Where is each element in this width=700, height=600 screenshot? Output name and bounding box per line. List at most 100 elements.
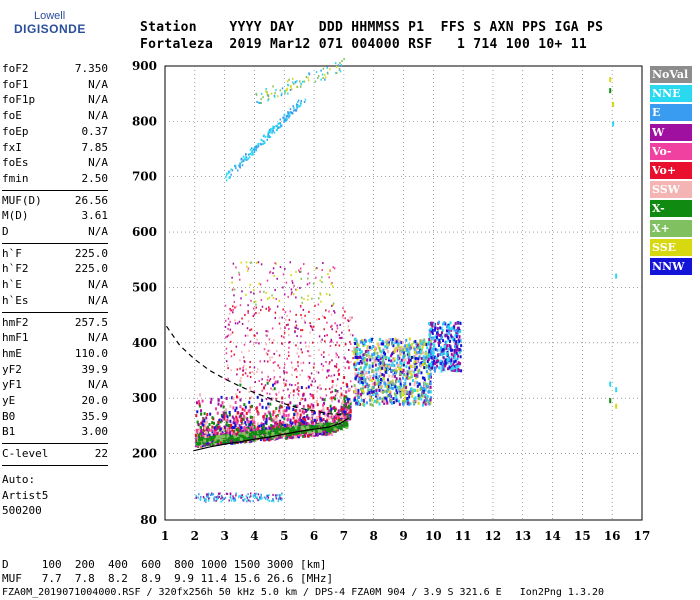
echo-point <box>358 377 361 381</box>
echo-point <box>267 494 269 497</box>
echo-point <box>377 385 380 389</box>
echo-point <box>297 105 299 108</box>
echo-point <box>375 372 378 376</box>
echo-point <box>396 386 399 390</box>
echo-point <box>425 399 428 403</box>
echo-point <box>234 165 236 168</box>
legend-item-vo: Vo+ <box>650 162 692 179</box>
echo-point <box>285 324 288 327</box>
echo-point <box>354 377 357 381</box>
echo-point <box>326 66 329 69</box>
echo-point <box>289 108 292 111</box>
echo-point <box>283 381 285 384</box>
echo-point <box>201 420 204 424</box>
param-row-hf: h`F 225.0 <box>2 247 108 261</box>
echo-point <box>398 363 401 367</box>
echo-point <box>274 361 276 364</box>
echo-point <box>398 402 401 406</box>
echo-point <box>244 372 247 375</box>
echo-point <box>352 398 355 402</box>
echo-point <box>416 389 419 393</box>
echo-point <box>286 433 290 437</box>
echo-point <box>334 62 337 65</box>
echo-point <box>299 270 301 273</box>
echo-point <box>371 387 374 391</box>
echo-point <box>339 395 342 399</box>
echo-point <box>214 427 217 431</box>
echo-point <box>285 406 288 410</box>
echo-point <box>404 392 407 396</box>
echo-point <box>267 134 269 137</box>
echo-point <box>404 397 407 401</box>
echo-point <box>241 317 243 320</box>
echo-point <box>291 279 293 282</box>
echo-point <box>208 497 211 500</box>
echo-point <box>432 360 435 364</box>
echo-point <box>198 493 200 496</box>
echo-point <box>319 388 321 391</box>
param-value: 2.50 <box>81 171 109 185</box>
legend-item-nne: NNE <box>650 85 692 103</box>
x-tick-label: 1 <box>161 529 169 543</box>
echo-point <box>252 433 255 437</box>
echo-point <box>311 341 314 344</box>
echo-point <box>356 394 359 398</box>
echo-point <box>281 396 284 400</box>
echo-point <box>230 431 233 435</box>
echo-point <box>238 495 240 498</box>
echo-point <box>376 354 379 358</box>
echo-point <box>354 387 357 391</box>
echo-point <box>360 370 363 374</box>
echo-point <box>249 386 252 390</box>
echo-point <box>323 402 326 406</box>
echo-point <box>281 342 283 345</box>
echo-point <box>209 443 212 447</box>
echo-point <box>258 379 261 382</box>
echo-point <box>206 437 210 441</box>
echo-point <box>272 417 275 421</box>
echo-point <box>453 351 456 355</box>
echo-point <box>300 421 303 425</box>
echo-point <box>244 360 246 363</box>
echo-point <box>337 399 340 403</box>
echo-point <box>401 349 404 353</box>
echo-point <box>320 300 322 303</box>
echo-point <box>253 147 256 150</box>
echo-point <box>316 433 319 437</box>
echo-point <box>304 398 307 402</box>
echo-point <box>215 435 219 439</box>
footer-muf-row: MUF 7.7 7.8 8.2 8.9 9.9 11.4 15.6 26.6 [… <box>2 572 334 585</box>
param-label: M(D) <box>2 209 29 223</box>
echo-point <box>377 367 380 371</box>
echo-point <box>356 347 359 351</box>
echo-point <box>267 375 269 378</box>
echo-point <box>319 384 321 387</box>
echo-point <box>374 394 377 398</box>
echo-point <box>241 407 244 411</box>
echo-point <box>274 421 277 425</box>
echo-point <box>320 353 323 356</box>
echo-point <box>404 358 407 362</box>
echo-point <box>299 341 302 344</box>
echo-point <box>287 114 290 117</box>
echo-point <box>430 356 433 360</box>
echo-point <box>377 362 380 366</box>
echo-point <box>281 433 285 437</box>
echo-point <box>283 121 285 124</box>
echo-point <box>292 416 295 420</box>
param-label: fmin <box>2 171 29 185</box>
echo-point <box>275 349 278 352</box>
echo-point <box>231 331 234 334</box>
echo-point <box>312 394 314 397</box>
echo-point <box>265 343 267 346</box>
echo-point <box>399 351 402 355</box>
echo-point <box>242 430 245 434</box>
echo-point <box>291 421 294 425</box>
echo-point <box>424 395 427 399</box>
echo-point <box>396 391 399 395</box>
echo-point <box>413 360 416 364</box>
echo-point <box>379 337 382 341</box>
echo-point <box>195 401 198 405</box>
echo-point <box>298 105 300 108</box>
echo-point <box>273 95 276 98</box>
